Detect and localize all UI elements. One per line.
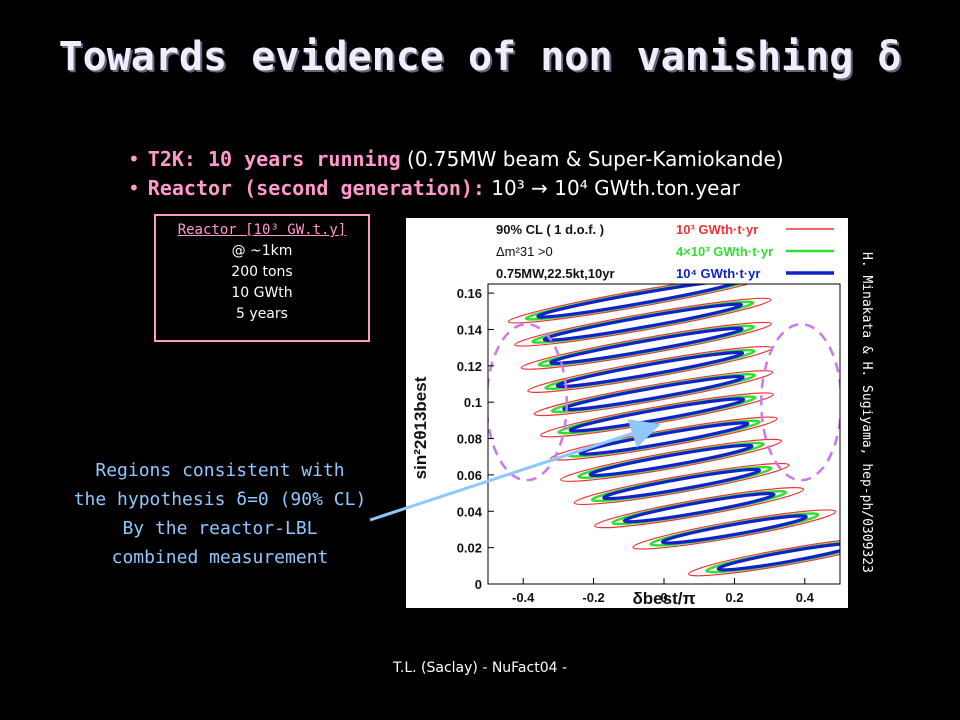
legend-label: 4×10³ GWth·t·yr [676, 244, 773, 259]
credit-vertical: H. Minakata & H. Sugiyama, hep-ph/030932… [854, 252, 878, 602]
bullet-dot-icon: • [128, 176, 140, 200]
contour-blue [562, 374, 745, 412]
contour-red [688, 537, 840, 577]
region-ellipse-left [488, 322, 568, 482]
contour-red [533, 370, 774, 417]
x-tick-label: -0.2 [582, 590, 604, 605]
info-line: 90% CL ( 1 d.o.f. ) [496, 222, 604, 237]
contour-blue [555, 350, 745, 389]
regions-note: Regions consistent with the hypothesis δ… [30, 456, 410, 572]
bullet-dot-icon: • [128, 147, 140, 171]
y-tick-label: 0.02 [457, 541, 482, 556]
regions-note-line: combined measurement [111, 547, 329, 568]
reactor-box-line: 200 tons [231, 264, 293, 280]
y-tick-label: 0 [475, 577, 482, 592]
y-tick-label: 0.12 [457, 359, 482, 374]
contour-red [514, 297, 772, 347]
contour-blue [536, 284, 743, 319]
contour-plot: -0.4 -0.2 0 0.2 0.4 0 0.02 0.04 0.06 0.08 0.1 0.12 0… [406, 218, 848, 608]
regions-note-line: Regions consistent with [95, 460, 345, 481]
legend-label: 10⁴ GWth·t·yr [676, 266, 760, 281]
reactor-box-line: 5 years [236, 306, 288, 322]
bullet-rest: (0.75MW beam & Super-Kamiokande) [400, 147, 784, 171]
info-line: 0.75MW,22.5kt,10yr [496, 266, 615, 281]
contour-blue [542, 302, 743, 342]
x-tick-label: -0.4 [512, 590, 535, 605]
y-tick-label: 0.14 [457, 322, 483, 337]
reactor-box: Reactor [10³ GW.t.y] @ ~1km 200 tons 10 … [154, 214, 370, 342]
bullet-t2k: • T2K: 10 years running (0.75MW beam & Su… [128, 145, 784, 174]
bullet-reactor: • Reactor (second generation): 10³ → 10⁴ … [128, 174, 784, 203]
bullet-lead: Reactor (second generation): [147, 176, 485, 200]
contour-red [507, 284, 771, 324]
contour-red [594, 487, 805, 529]
bullet-list: • T2K: 10 years running (0.75MW beam & Su… [128, 145, 784, 203]
contour-plot-svg: -0.4 -0.2 0 0.2 0.4 0 0.02 0.04 0.06 0.08 0.1 0.12 0… [411, 222, 841, 608]
y-tick-label: 0.16 [457, 286, 482, 301]
contour-blue [549, 326, 744, 365]
regions-note-line: By the reactor-LBL [122, 518, 318, 539]
credit-text: H. Minakata & H. Sugiyama, hep-ph/030932… [859, 252, 874, 573]
y-tick-label: 0.08 [457, 432, 482, 447]
reactor-box-heading: Reactor [10³ GW.t.y] [177, 222, 347, 238]
x-tick-label: 0 [660, 590, 667, 605]
reactor-box-line: 10 GWth [231, 285, 293, 301]
bullet-rest: 10³ → 10⁴ GWth.ton.year [484, 176, 740, 200]
contour-red [632, 509, 837, 550]
y-axis-label: sin²2θ13best [411, 376, 430, 479]
slide-footer: T.L. (Saclay) - NuFact04 - [392, 660, 568, 676]
slide-title: Towards evidence of non vanishing δ [58, 34, 902, 80]
y-tick-label: 0.1 [464, 395, 482, 410]
info-line: Δm²31 >0 [496, 244, 553, 259]
contour-blue [578, 421, 750, 456]
contour-blue [660, 514, 808, 545]
reactor-box-line: @ ~1km [231, 243, 293, 259]
x-tick-label: 0.4 [796, 590, 815, 605]
bullet-lead: T2K: 10 years running [147, 147, 401, 171]
region-ellipse-right [760, 322, 840, 482]
contour-blue [588, 443, 754, 478]
x-axis-label: δbest/π [632, 589, 695, 608]
contour-red [520, 321, 773, 370]
regions-note-line: the hypothesis δ=0 (90% CL) [73, 489, 367, 510]
y-tick-label: 0.04 [457, 504, 483, 519]
contour-blue [716, 542, 840, 572]
legend-label: 10³ GWth·t·yr [676, 222, 758, 237]
x-tick-label: 0.2 [725, 590, 743, 605]
y-tick-label: 0.06 [457, 468, 482, 483]
